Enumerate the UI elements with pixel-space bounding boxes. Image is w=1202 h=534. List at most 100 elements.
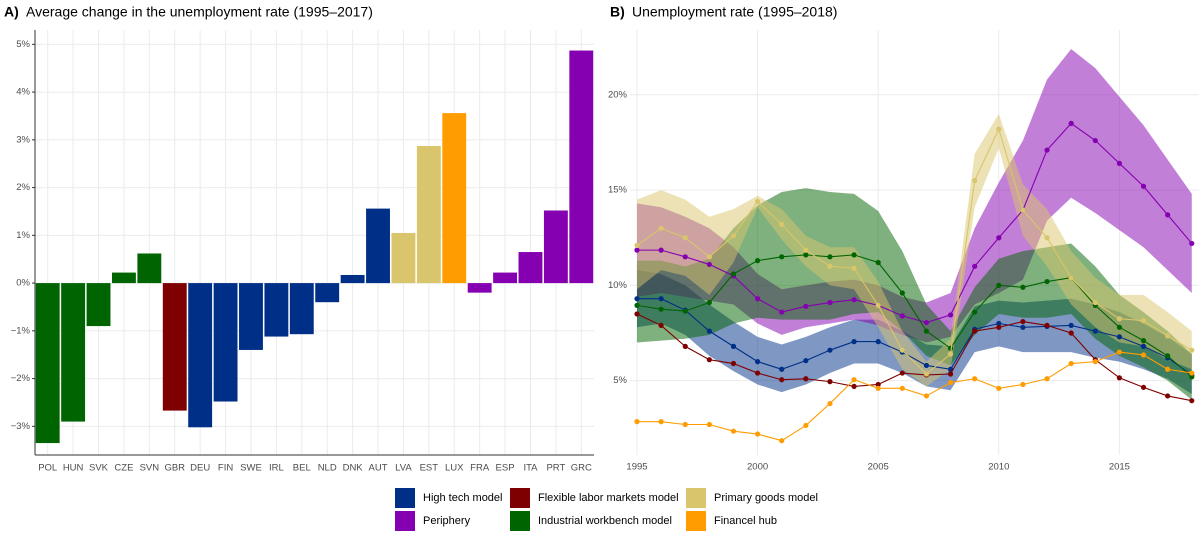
- bar: [162, 283, 187, 411]
- y-tick-label: 2%: [16, 182, 30, 193]
- data-point: [634, 247, 640, 253]
- bar: [111, 272, 136, 284]
- data-point: [851, 252, 857, 258]
- x-tick-label: ITA: [523, 463, 538, 474]
- data-point: [972, 328, 978, 334]
- data-point: [1020, 324, 1026, 330]
- data-point: [779, 377, 785, 383]
- legend-label: Flexible labor markets model: [538, 492, 679, 504]
- chart-title: Average change in the unemployment rate …: [26, 4, 373, 20]
- x-tick-label: 2005: [868, 462, 889, 473]
- data-point: [899, 290, 905, 296]
- data-point: [851, 265, 857, 271]
- x-tick-label: 2015: [1109, 462, 1130, 473]
- data-point: [1068, 330, 1074, 336]
- data-point: [947, 351, 954, 357]
- data-point: [923, 328, 930, 334]
- x-tick-label: NLD: [318, 463, 337, 474]
- data-point: [803, 303, 809, 309]
- data-point: [827, 400, 833, 407]
- y-tick-label: 1%: [16, 230, 30, 241]
- data-point: [1140, 338, 1147, 344]
- data-point: [1116, 349, 1123, 355]
- data-point: [1189, 370, 1195, 376]
- data-point: [899, 313, 905, 319]
- panel-label: A): [4, 4, 19, 20]
- x-tick-label: FIN: [218, 463, 233, 474]
- x-tick-label: 2010: [988, 462, 1009, 473]
- data-point: [875, 302, 881, 308]
- data-point: [875, 259, 881, 266]
- data-point: [1189, 347, 1195, 353]
- data-point: [851, 377, 857, 383]
- data-point: [634, 296, 640, 302]
- data-point: [1140, 343, 1147, 349]
- data-point: [779, 221, 785, 227]
- data-point: [779, 366, 785, 372]
- data-point: [923, 362, 930, 369]
- data-point: [827, 347, 833, 353]
- series-line: [637, 351, 1192, 442]
- bar: [543, 210, 568, 284]
- data-point: [947, 379, 954, 386]
- confidence-band: [637, 188, 1192, 400]
- x-tick-label: LUX: [445, 463, 464, 474]
- data-point: [996, 282, 1002, 288]
- data-point: [1020, 381, 1026, 388]
- x-tick-label: GRC: [571, 463, 592, 474]
- data-point: [972, 263, 978, 269]
- x-tick-label: 2000: [747, 462, 768, 473]
- y-tick-label: 5%: [16, 39, 30, 50]
- series-line: [636, 313, 1192, 402]
- bar: [61, 283, 86, 422]
- data-point: [1140, 318, 1147, 324]
- data-point: [658, 419, 664, 425]
- x-tick-label: EST: [420, 463, 439, 474]
- data-point: [658, 306, 664, 312]
- data-point: [947, 312, 954, 318]
- data-point: [923, 393, 930, 399]
- data-point: [1068, 275, 1074, 281]
- data-point: [1116, 316, 1123, 322]
- x-tick-label: BEL: [293, 463, 311, 474]
- data-point: [1140, 352, 1147, 358]
- data-point: [730, 271, 737, 277]
- data-point: [1116, 324, 1123, 330]
- data-point: [1020, 284, 1026, 290]
- data-point: [634, 242, 640, 248]
- data-point: [730, 233, 737, 239]
- data-point: [803, 247, 809, 253]
- data-point: [1020, 207, 1026, 213]
- x-tick-label: SWE: [240, 463, 262, 474]
- data-point: [827, 379, 833, 385]
- data-point: [947, 366, 954, 372]
- data-point: [706, 261, 712, 268]
- bar: [188, 283, 213, 428]
- data-point: [803, 376, 809, 382]
- data-point: [706, 421, 712, 428]
- data-point: [996, 324, 1002, 330]
- confidence-band: [637, 49, 1192, 343]
- data-point: [972, 376, 978, 382]
- bar: [569, 50, 594, 284]
- data-point: [1165, 366, 1171, 372]
- data-point: [1140, 384, 1147, 390]
- data-point: [658, 225, 664, 231]
- x-tick-label: 1995: [626, 462, 647, 473]
- bar: [416, 146, 441, 284]
- y-tick-label: 10%: [608, 280, 628, 291]
- data-point: [875, 339, 881, 345]
- data-point: [1020, 318, 1026, 325]
- data-point: [706, 254, 712, 260]
- chart-title: Unemployment rate (1995–2018): [632, 4, 837, 20]
- data-point: [779, 438, 785, 444]
- legend-label: Primary goods model: [714, 492, 818, 504]
- data-point: [1092, 137, 1098, 144]
- bar: [213, 283, 238, 402]
- x-tick-label: SVK: [89, 463, 109, 474]
- data-point: [996, 320, 1002, 327]
- data-point: [634, 419, 640, 425]
- x-tick-label: FRA: [470, 463, 490, 474]
- data-point: [972, 177, 978, 184]
